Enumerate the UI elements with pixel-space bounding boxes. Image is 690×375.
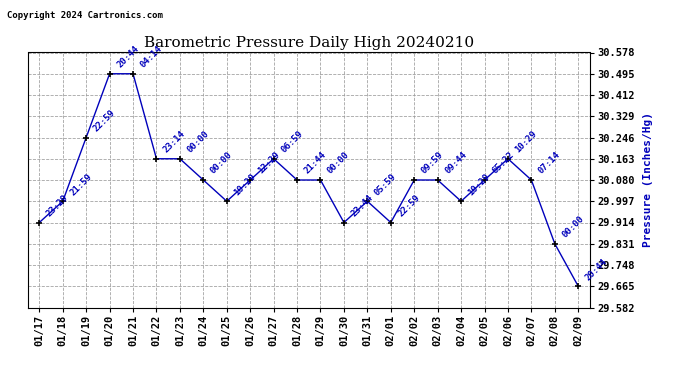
Text: 10:29: 10:29 [466,172,492,197]
Text: 00:00: 00:00 [186,129,211,154]
Text: 21:44: 21:44 [303,150,328,176]
Text: 22:59: 22:59 [92,108,117,134]
Text: 22:59: 22:59 [396,193,422,218]
Text: 10:29: 10:29 [233,172,257,197]
Text: 06:59: 06:59 [279,129,304,154]
Text: 05:59: 05:59 [373,172,398,197]
Text: 09:59: 09:59 [420,150,445,176]
Text: 23:29: 23:29 [45,193,70,218]
Title: Barometric Pressure Daily High 20240210: Barometric Pressure Daily High 20240210 [144,36,474,50]
Text: 23:14: 23:14 [162,129,188,154]
Text: 20:44: 20:44 [115,44,141,70]
Text: 12:29: 12:29 [256,150,281,176]
Text: 00:00: 00:00 [326,150,351,176]
Text: 21:59: 21:59 [68,172,94,197]
Text: 09:44: 09:44 [443,150,469,176]
Text: 04:14: 04:14 [139,44,164,70]
Text: Copyright 2024 Cartronics.com: Copyright 2024 Cartronics.com [7,11,163,20]
Text: 10:29: 10:29 [513,129,539,154]
Text: 23:44: 23:44 [349,193,375,218]
Text: 65:22: 65:22 [490,150,515,176]
Text: 00:00: 00:00 [209,150,235,176]
Text: 07:14: 07:14 [537,150,562,176]
Text: 00:00: 00:00 [560,214,586,240]
Text: 20:44: 20:44 [584,257,609,282]
Y-axis label: Pressure (Inches/Hg): Pressure (Inches/Hg) [642,112,653,248]
